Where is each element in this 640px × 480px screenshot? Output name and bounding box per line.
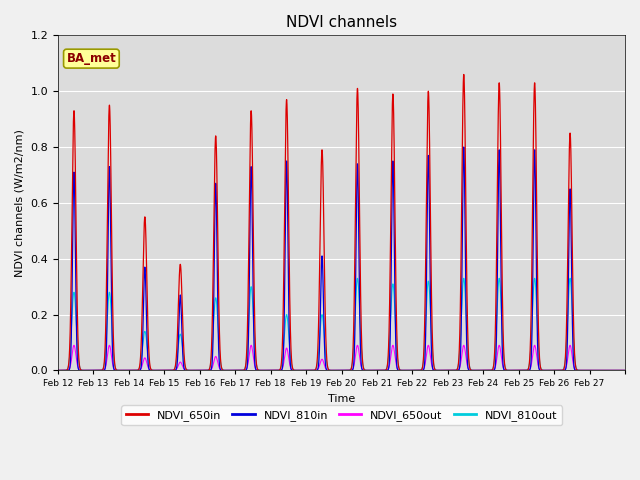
NDVI_810out xyxy=(566,276,574,281)
NDVI_810out xyxy=(505,368,513,373)
NDVI_650out xyxy=(54,368,62,373)
NDVI_650in xyxy=(505,368,513,373)
Line: NDVI_650out: NDVI_650out xyxy=(58,345,625,371)
NDVI_650out xyxy=(475,368,483,373)
NDVI_810out xyxy=(621,368,629,373)
NDVI_810out xyxy=(54,368,62,373)
X-axis label: Time: Time xyxy=(328,394,355,404)
NDVI_650out xyxy=(505,368,513,373)
NDVI_810in xyxy=(83,368,90,373)
NDVI_650out xyxy=(621,368,629,373)
Line: NDVI_810in: NDVI_810in xyxy=(58,147,625,371)
NDVI_650out xyxy=(70,342,78,348)
NDVI_810in xyxy=(415,368,422,373)
NDVI_650in xyxy=(54,368,62,373)
NDVI_650in xyxy=(259,368,267,373)
NDVI_810in xyxy=(505,368,513,373)
NDVI_650in xyxy=(83,368,90,373)
NDVI_650in xyxy=(390,104,397,110)
NDVI_810in xyxy=(54,368,62,373)
NDVI_650out xyxy=(260,368,268,373)
NDVI_810in xyxy=(460,144,468,150)
Legend: NDVI_650in, NDVI_810in, NDVI_650out, NDVI_810out: NDVI_650in, NDVI_810in, NDVI_650out, NDV… xyxy=(122,406,562,425)
NDVI_650out xyxy=(83,368,90,373)
NDVI_810in xyxy=(390,177,397,182)
NDVI_810out xyxy=(83,368,90,373)
Line: NDVI_810out: NDVI_810out xyxy=(58,278,625,371)
Title: NDVI channels: NDVI channels xyxy=(286,15,397,30)
Text: BA_met: BA_met xyxy=(67,52,116,65)
NDVI_810in xyxy=(475,368,483,373)
Line: NDVI_650in: NDVI_650in xyxy=(58,74,625,371)
NDVI_810in xyxy=(621,368,628,373)
Y-axis label: NDVI channels (W/m2/nm): NDVI channels (W/m2/nm) xyxy=(15,129,25,277)
NDVI_650in xyxy=(415,368,422,373)
NDVI_810in xyxy=(621,368,629,373)
NDVI_650in xyxy=(621,368,629,373)
NDVI_810out xyxy=(259,368,267,373)
NDVI_650out xyxy=(390,344,397,349)
NDVI_650in xyxy=(460,72,468,77)
NDVI_810out xyxy=(415,368,422,373)
NDVI_810out xyxy=(390,284,397,290)
NDVI_650in xyxy=(475,368,483,373)
NDVI_650out xyxy=(415,368,422,373)
NDVI_810out xyxy=(474,368,482,373)
NDVI_810in xyxy=(259,368,267,373)
